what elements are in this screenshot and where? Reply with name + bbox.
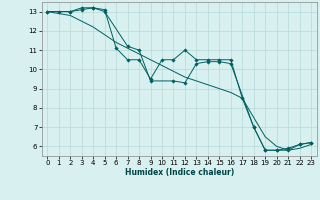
X-axis label: Humidex (Indice chaleur): Humidex (Indice chaleur) (124, 168, 234, 177)
